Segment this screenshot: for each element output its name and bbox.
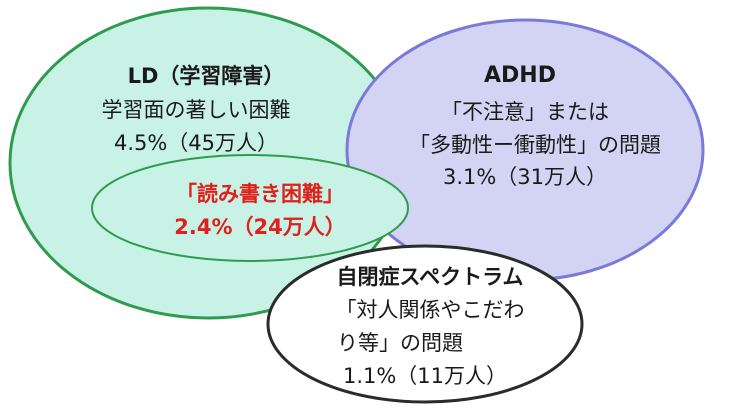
reading-difficulty-ellipse xyxy=(91,154,409,262)
autism-stat: 1.1%（11万人） xyxy=(342,364,508,388)
reading-stat: 2.4%（24万人） xyxy=(174,215,346,239)
adhd-line1: 「不注意」または xyxy=(441,100,609,124)
ld-title: LD（学習障害） xyxy=(127,64,285,88)
reading-title: 「読み書き困難」 xyxy=(176,182,344,206)
adhd-stat: 3.1%（31万人） xyxy=(442,165,608,189)
ld-stat: 4.5%（45万人） xyxy=(113,131,279,155)
adhd-title: ADHD xyxy=(484,63,556,88)
autism-spectrum-circle xyxy=(266,244,584,404)
autism-title: 自閉症スペクトラム xyxy=(336,265,524,289)
autism-line1: 「対人関係やこだわ xyxy=(335,298,525,322)
autism-line2: り等」の問題 xyxy=(337,331,463,355)
adhd-line2: 「多動性ー衝動性」の問題 xyxy=(409,133,661,157)
ld-description: 学習面の著しい困難 xyxy=(101,98,291,122)
